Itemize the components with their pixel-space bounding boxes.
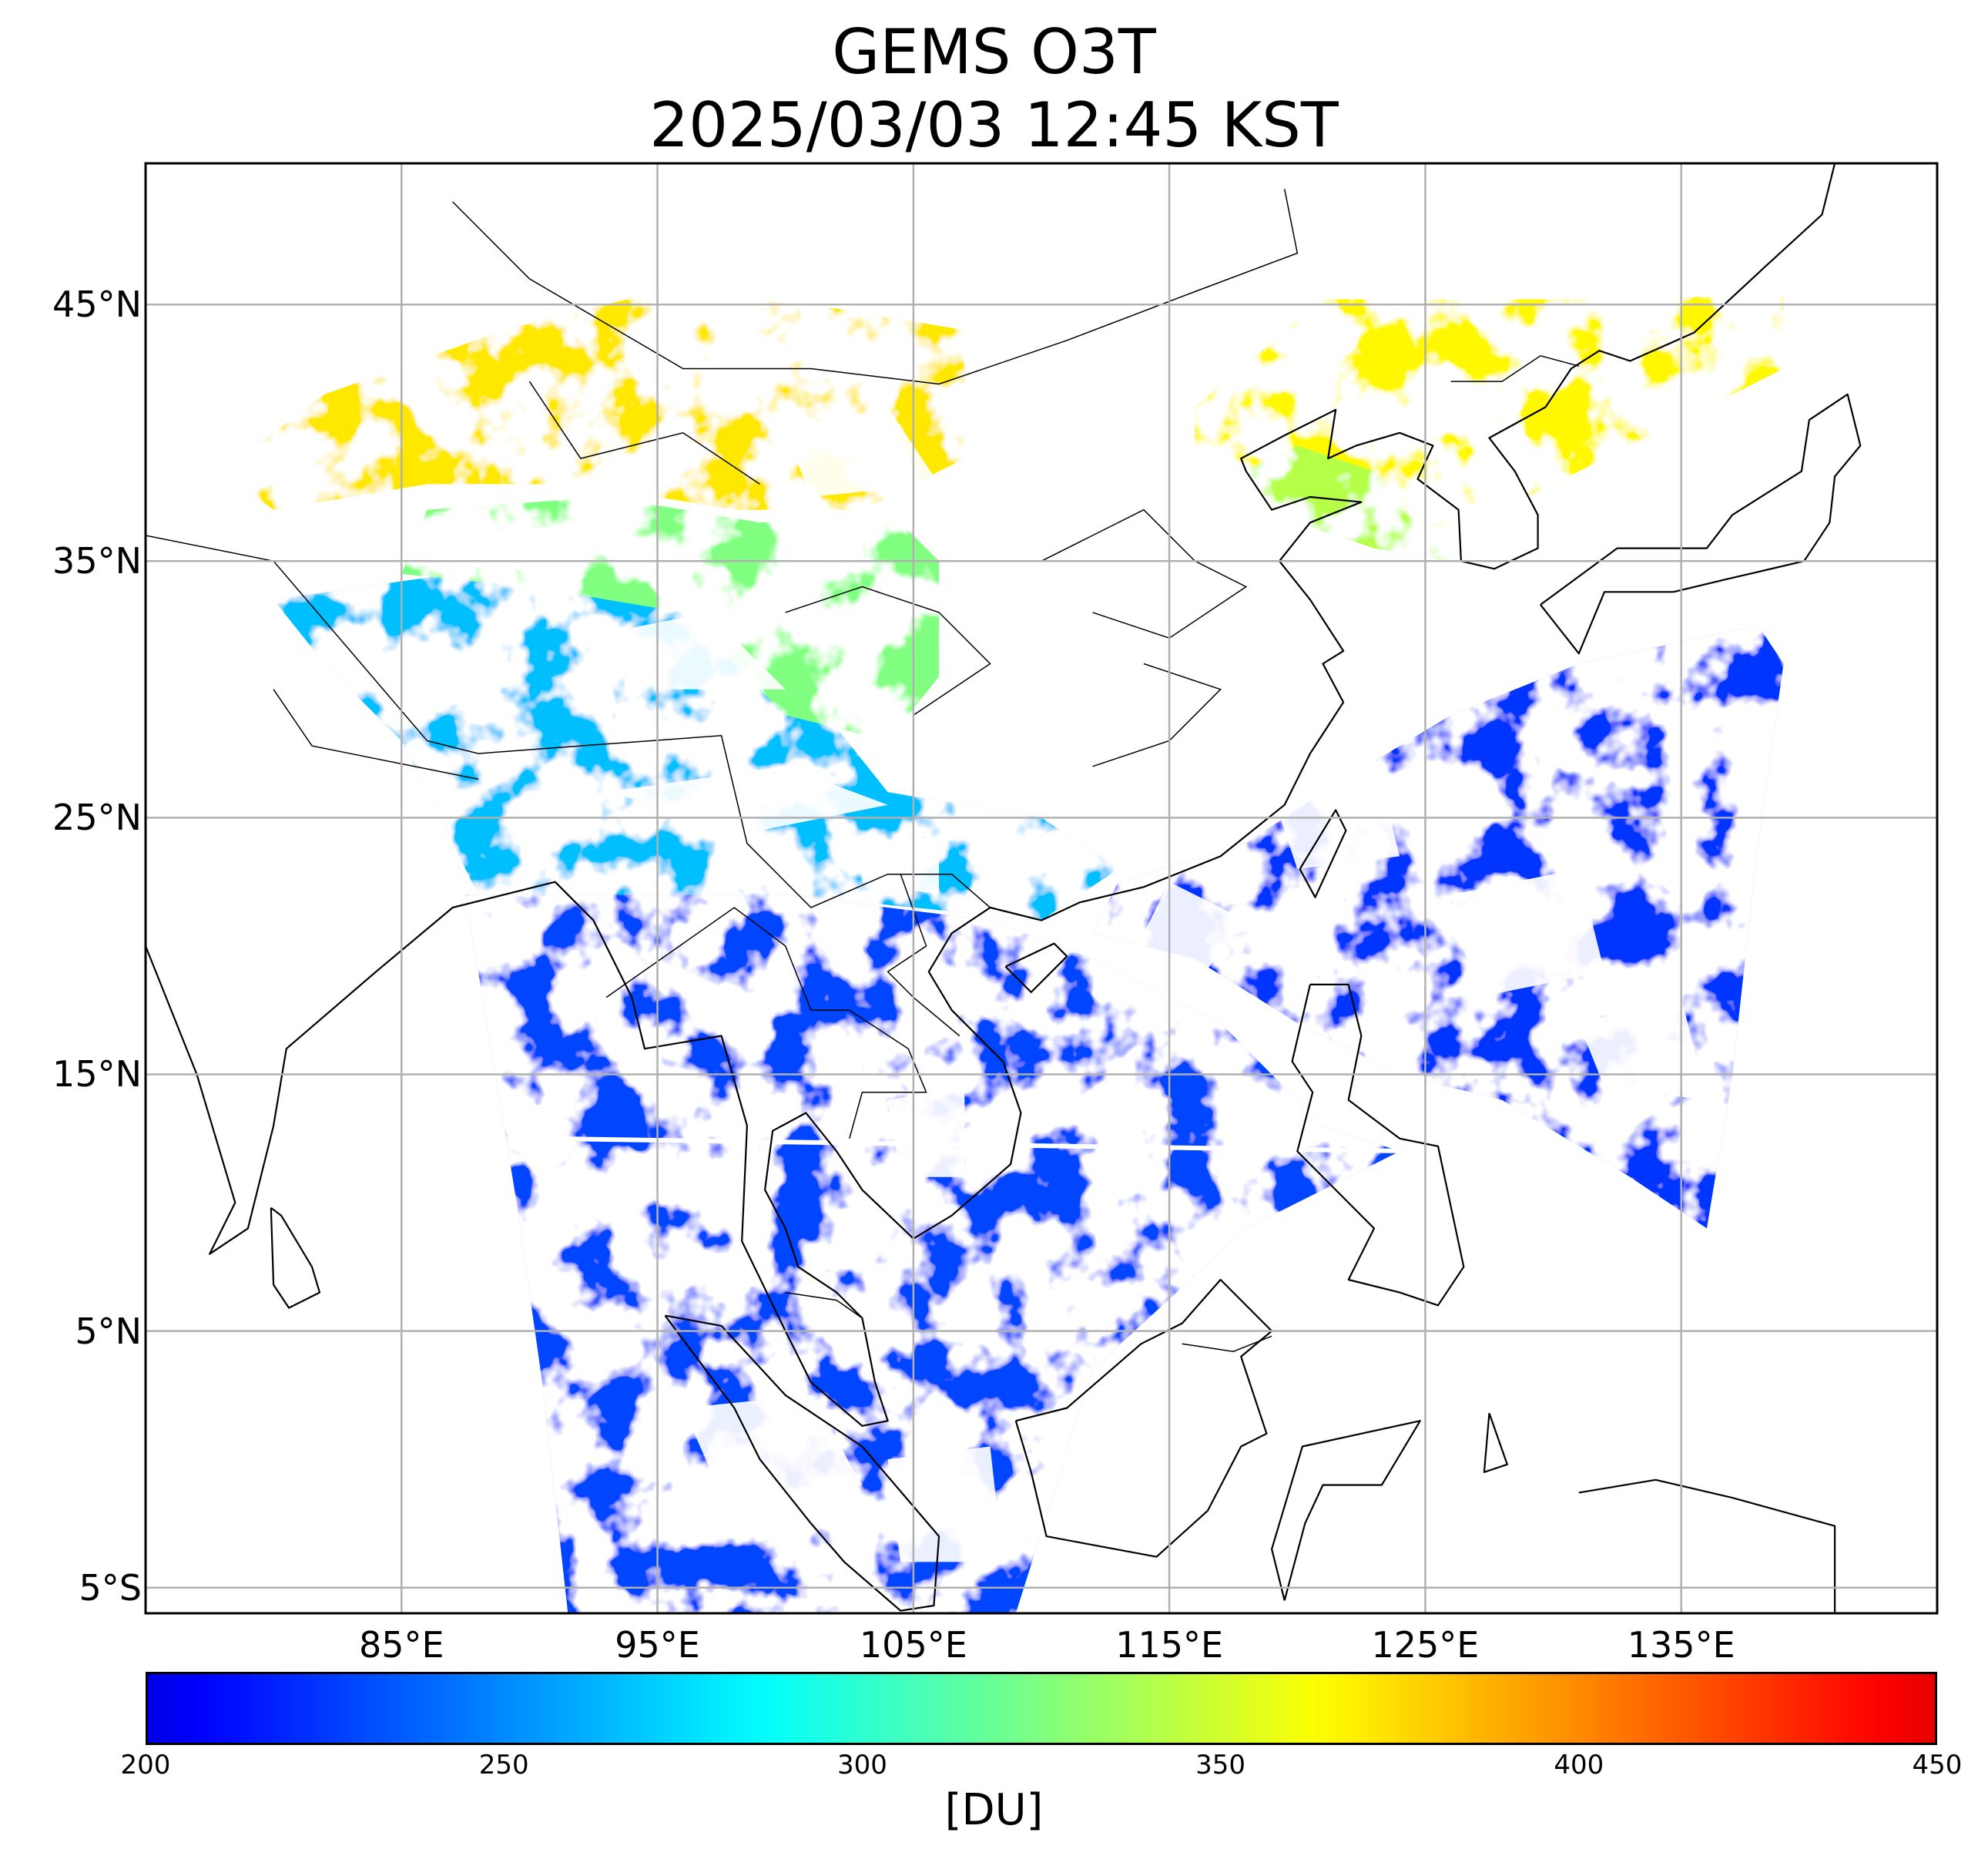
border-8 bbox=[1041, 508, 1248, 639]
border-9 bbox=[785, 586, 991, 716]
lat-label: 35°N bbox=[52, 540, 142, 582]
cloud-gap-1 bbox=[862, 843, 940, 895]
coastline-8 bbox=[1270, 1420, 1421, 1601]
lon-label: 85°E bbox=[358, 1624, 444, 1666]
border-3 bbox=[1450, 354, 1579, 382]
field-korea-green bbox=[1220, 445, 1451, 562]
cloud-gap-10 bbox=[887, 1087, 965, 1177]
cloud-gap-8 bbox=[682, 1394, 863, 1524]
cloud-gap-6 bbox=[1450, 869, 1604, 998]
coastline-3 bbox=[1014, 1278, 1273, 1558]
border-0 bbox=[146, 535, 991, 908]
border-5 bbox=[887, 874, 960, 1037]
coastline-6 bbox=[1004, 942, 1068, 994]
swath-seam bbox=[541, 1136, 1426, 1154]
cloud-gap-11 bbox=[1131, 881, 1246, 985]
ozone-field bbox=[222, 291, 1784, 1613]
cloud-gap-3 bbox=[580, 612, 786, 690]
lon-label: 115°E bbox=[1115, 1624, 1224, 1666]
lon-label: 95°E bbox=[615, 1624, 700, 1666]
border-11 bbox=[1092, 663, 1222, 767]
coastline-9 bbox=[1578, 1478, 1836, 1613]
lat-label: 5°N bbox=[75, 1310, 142, 1352]
map-title-line1: GEMS O3T bbox=[832, 16, 1156, 88]
coastline-4 bbox=[1291, 983, 1465, 1307]
map-title-line2: 2025/03/03 12:45 KST bbox=[649, 89, 1339, 161]
colorbar-tick-label: 400 bbox=[1554, 1750, 1604, 1780]
border-1 bbox=[452, 189, 1299, 385]
colorbar-unit-label: [DU] bbox=[944, 1785, 1044, 1835]
graticule bbox=[146, 163, 1937, 1613]
border-7 bbox=[1182, 1335, 1272, 1352]
colorbar-tick-label: 300 bbox=[836, 1750, 887, 1780]
lon-label: 135°E bbox=[1627, 1624, 1735, 1666]
lat-label: 15°N bbox=[52, 1053, 142, 1096]
coastline-5 bbox=[1299, 809, 1347, 898]
lon-label: 105°E bbox=[859, 1624, 967, 1666]
border-6 bbox=[785, 1291, 863, 1319]
lon-label: 125°E bbox=[1371, 1624, 1480, 1666]
cloud-gap-0 bbox=[606, 766, 888, 831]
cloud-gap-9 bbox=[887, 1446, 1004, 1562]
cloud-gap-4 bbox=[785, 407, 940, 497]
colorbar-tick-label: 350 bbox=[1195, 1750, 1246, 1780]
lat-label: 25°N bbox=[52, 797, 142, 839]
lat-label: 45°N bbox=[52, 284, 142, 326]
border-2 bbox=[605, 907, 927, 1139]
map-frame bbox=[144, 162, 1939, 1615]
field-tibet-mid bbox=[273, 574, 1118, 921]
coastline-7 bbox=[1540, 393, 1862, 655]
coastline-10 bbox=[1483, 1412, 1508, 1473]
colorbar bbox=[146, 1672, 1937, 1745]
field-mongolia bbox=[222, 291, 965, 510]
field-central-china bbox=[401, 497, 940, 741]
cloud-gap-2 bbox=[990, 638, 1195, 844]
border-10 bbox=[528, 381, 760, 485]
coastline-2 bbox=[664, 1314, 940, 1612]
border-4 bbox=[273, 689, 479, 780]
lat-label: 5°S bbox=[79, 1566, 142, 1609]
colorbar-tick-label: 250 bbox=[478, 1750, 529, 1780]
colorbar-tick-label: 200 bbox=[120, 1750, 171, 1780]
coastline-1 bbox=[270, 1206, 321, 1309]
colorbar-tick-label: 450 bbox=[1912, 1750, 1963, 1780]
